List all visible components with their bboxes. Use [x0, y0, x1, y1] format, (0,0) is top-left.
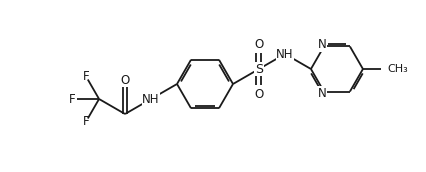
Text: O: O: [254, 37, 264, 51]
Text: NH: NH: [276, 47, 294, 61]
Text: F: F: [69, 93, 76, 105]
Text: N: N: [317, 87, 326, 100]
Text: N: N: [317, 38, 326, 51]
Text: NH: NH: [142, 93, 160, 105]
Text: F: F: [83, 115, 89, 128]
Text: F: F: [83, 69, 89, 83]
Text: S: S: [255, 62, 263, 76]
Text: CH₃: CH₃: [387, 64, 408, 74]
Text: O: O: [254, 88, 264, 100]
Text: O: O: [121, 73, 130, 87]
